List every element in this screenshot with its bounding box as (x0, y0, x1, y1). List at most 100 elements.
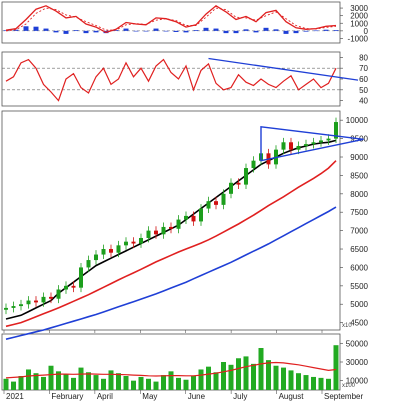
macd-histogram-bar (203, 27, 209, 31)
price-y-tick-label: 6500 (350, 245, 368, 254)
price-candle-body (191, 215, 196, 222)
macd-y-tick-label: -1000 (348, 34, 369, 43)
price-y-tick-label: 5500 (350, 282, 368, 291)
rsi-y-tick-label: 40 (359, 97, 368, 106)
macd-panel-frame (1, 1, 341, 44)
volume-bar (18, 376, 24, 390)
macd-histogram-bar (33, 26, 39, 31)
volume-bar (183, 379, 189, 390)
macd-histogram-bar (273, 29, 279, 31)
macd-y-tick-label: 3000 (350, 4, 368, 13)
macd-histogram-bar (93, 30, 99, 33)
price-candle-body (236, 182, 241, 185)
price-candle-body (146, 230, 151, 238)
volume-bar (138, 376, 144, 390)
x-axis-label: September (324, 392, 363, 401)
volume-bar (116, 373, 121, 390)
x-axis-label: July (233, 392, 247, 401)
price-candle-body (124, 241, 128, 246)
macd-histogram-bar (73, 30, 79, 31)
price-candle-body (281, 142, 286, 150)
price-candle-body (199, 208, 203, 222)
volume-bar (251, 363, 256, 390)
macd-histogram-bar (163, 30, 169, 32)
price-y-tick-label: 10000 (346, 116, 369, 125)
volume-bar (108, 370, 114, 390)
volume-bar (281, 367, 286, 390)
price-candle-body (289, 142, 293, 150)
macd-histogram-bar (253, 30, 259, 33)
volume-bar (258, 348, 264, 390)
price-candle-body (79, 267, 83, 288)
volume-bar (198, 369, 204, 390)
macd-y-tick-label: 2000 (350, 12, 368, 21)
volume-bar (266, 360, 271, 390)
volume-bar (48, 365, 54, 390)
volume-bar (326, 378, 331, 390)
x-axis-label: May (142, 392, 157, 401)
price-candle-body (251, 160, 256, 169)
macd-histogram-bar (333, 30, 339, 31)
macd-histogram-bar (43, 28, 49, 31)
macd-histogram-bar (123, 28, 129, 31)
volume-bar (26, 369, 31, 390)
volume-bar (93, 375, 99, 390)
volume-bar (303, 375, 309, 390)
volume-bar (176, 377, 181, 390)
volume-y-tick-label: 30000 (346, 358, 369, 367)
price-candle-body (154, 230, 158, 235)
rsi-y-tick-label: 50 (359, 86, 368, 95)
macd-histogram-bar (173, 30, 179, 32)
x-axis-label: August (279, 392, 305, 401)
volume-bar (101, 378, 106, 390)
volume-bar (71, 377, 76, 390)
macd-histogram-bar (193, 30, 199, 31)
price-candle-body (334, 122, 338, 139)
price-candle-body (64, 285, 68, 290)
price-candle-body (11, 306, 16, 308)
x-axis-label: February (51, 392, 83, 401)
price-candle-body (161, 226, 166, 235)
price-candle-body (296, 145, 301, 150)
volume-bar (131, 380, 136, 390)
x-axis-label: April (97, 392, 113, 401)
price-candle-body (311, 142, 316, 145)
price-y-tick-label: 5000 (350, 300, 368, 309)
macd-histogram-bar (313, 30, 319, 32)
price-candle-body (4, 307, 8, 310)
rsi-y-tick-label: 60 (359, 75, 368, 84)
price-multiplier-label: x10 (342, 323, 352, 329)
rsi-line (5, 58, 337, 102)
volume-bar (56, 371, 61, 390)
macd-line (5, 5, 337, 34)
price-candle-body (319, 140, 323, 143)
macd-y-tick-label: 1000 (350, 19, 368, 28)
volume-bar (41, 376, 46, 390)
macd-histogram-bar (23, 26, 29, 31)
price-candle-body (34, 300, 38, 303)
rsi-panel-frame (1, 51, 341, 107)
macd-histogram-bar (263, 27, 269, 31)
volume-bar (236, 358, 241, 390)
volume-bar (11, 381, 16, 390)
rsi-y-tick-label: 70 (359, 64, 368, 73)
price-candle-body (184, 215, 188, 220)
price-candle-body (109, 249, 113, 253)
price-candle-body (206, 201, 211, 209)
volume-bar (3, 378, 9, 390)
volume-bar (123, 376, 129, 390)
price-candle-body (176, 219, 181, 229)
price-candle-body (169, 226, 173, 229)
volume-multiplier-label: x100 (342, 383, 356, 389)
price-y-tick-label: 4500 (350, 319, 368, 328)
volume-bar (206, 366, 211, 390)
volume-bar (161, 375, 166, 390)
volume-bar (213, 372, 219, 390)
price-moving-average-line (5, 206, 337, 340)
price-candle-body (221, 193, 226, 205)
macd-histogram-bar (183, 30, 189, 33)
macd-histogram-bar (83, 30, 89, 34)
macd-histogram-bar (63, 30, 69, 34)
macd-histogram-bar (323, 29, 329, 31)
